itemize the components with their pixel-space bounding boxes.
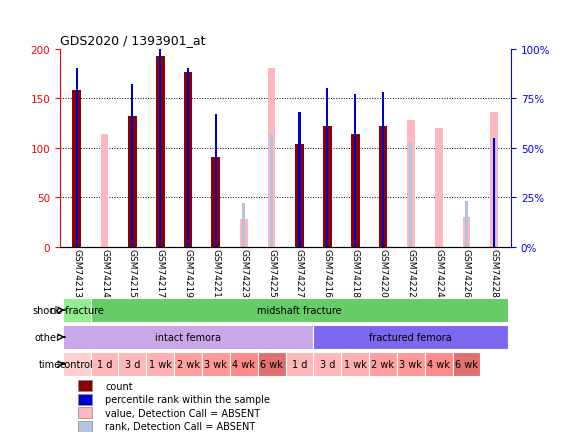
Text: percentile rank within the sample: percentile rank within the sample [105, 395, 270, 404]
Bar [146, 352, 174, 376]
Bar [354, 95, 356, 247]
Text: GSM74221: GSM74221 [211, 248, 220, 297]
Bar [78, 380, 91, 391]
Text: GSM74214: GSM74214 [100, 248, 109, 297]
Bar [78, 421, 91, 432]
Bar [465, 201, 468, 247]
Text: GSM74219: GSM74219 [183, 248, 192, 297]
Bar [369, 352, 397, 376]
Text: GSM74213: GSM74213 [72, 248, 81, 297]
Text: fractured femora: fractured femora [369, 332, 452, 342]
Text: control: control [60, 359, 94, 369]
Text: midshaft fracture: midshaft fracture [257, 306, 341, 315]
Bar [242, 204, 246, 247]
Bar [118, 352, 146, 376]
Bar [75, 69, 78, 247]
Bar [78, 408, 91, 418]
Text: 2 wk: 2 wk [176, 359, 199, 369]
Bar [131, 85, 134, 247]
Bar [72, 91, 81, 247]
Bar [463, 217, 471, 247]
Bar [100, 135, 108, 247]
Bar [258, 352, 286, 376]
Text: 2 wk: 2 wk [372, 359, 395, 369]
Text: GSM74226: GSM74226 [462, 248, 471, 297]
Bar [270, 135, 274, 247]
Text: GSM74223: GSM74223 [239, 248, 248, 297]
Bar [63, 352, 91, 376]
Bar [187, 69, 189, 247]
Text: rank, Detection Call = ABSENT: rank, Detection Call = ABSENT [105, 421, 255, 431]
Bar [323, 126, 332, 247]
Text: 3 d: 3 d [320, 359, 335, 369]
Bar [91, 352, 118, 376]
Text: GSM74218: GSM74218 [351, 248, 360, 297]
Text: 1 wk: 1 wk [149, 359, 172, 369]
Bar [351, 135, 360, 247]
Text: GSM74220: GSM74220 [379, 248, 388, 297]
Text: GSM74215: GSM74215 [128, 248, 137, 297]
Bar [493, 138, 496, 247]
Bar [425, 352, 453, 376]
Text: count: count [105, 381, 132, 391]
Text: 3 wk: 3 wk [399, 359, 422, 369]
Text: no fracture: no fracture [50, 306, 103, 315]
Text: GSM74217: GSM74217 [156, 248, 164, 297]
Text: 6 wk: 6 wk [455, 359, 478, 369]
Bar [379, 126, 387, 247]
Bar [230, 352, 258, 376]
Text: GSM74222: GSM74222 [407, 248, 415, 296]
Text: GSM74224: GSM74224 [434, 248, 443, 296]
Bar [211, 158, 220, 247]
Text: GDS2020 / 1393901_at: GDS2020 / 1393901_at [60, 34, 206, 47]
Bar [286, 352, 313, 376]
Bar [63, 325, 313, 349]
Text: shock: shock [33, 306, 61, 315]
Text: 1 d: 1 d [292, 359, 307, 369]
Bar [202, 352, 230, 376]
Text: 3 wk: 3 wk [204, 359, 227, 369]
Bar [128, 117, 137, 247]
Text: other: other [34, 332, 61, 342]
Bar [240, 219, 248, 247]
Bar [156, 56, 164, 247]
Text: 6 wk: 6 wk [260, 359, 283, 369]
Text: 1 d: 1 d [97, 359, 112, 369]
Text: GSM74227: GSM74227 [295, 248, 304, 297]
Bar [159, 49, 162, 247]
Text: 4 wk: 4 wk [427, 359, 450, 369]
Bar [174, 352, 202, 376]
Bar [313, 352, 341, 376]
Text: GSM74228: GSM74228 [490, 248, 499, 297]
Text: GSM74225: GSM74225 [267, 248, 276, 297]
Bar [435, 128, 443, 247]
Bar [407, 121, 415, 247]
Bar [326, 89, 328, 247]
Text: GSM74216: GSM74216 [323, 248, 332, 297]
Text: intact femora: intact femora [155, 332, 221, 342]
Bar [78, 394, 91, 404]
Bar [215, 115, 217, 247]
Bar [397, 352, 425, 376]
Bar [453, 352, 480, 376]
Text: 3 d: 3 d [124, 359, 140, 369]
Text: value, Detection Call = ABSENT: value, Detection Call = ABSENT [105, 408, 260, 418]
Text: time: time [38, 359, 61, 369]
Bar [409, 142, 412, 247]
Bar [295, 144, 304, 247]
Bar [298, 113, 300, 247]
Bar [382, 93, 384, 247]
Bar [493, 138, 496, 247]
Text: 4 wk: 4 wk [232, 359, 255, 369]
Text: 1 wk: 1 wk [344, 359, 367, 369]
Bar [341, 352, 369, 376]
Bar [490, 113, 498, 247]
Bar [268, 69, 275, 247]
Bar [184, 73, 192, 247]
Bar [313, 325, 508, 349]
Bar [63, 298, 91, 322]
